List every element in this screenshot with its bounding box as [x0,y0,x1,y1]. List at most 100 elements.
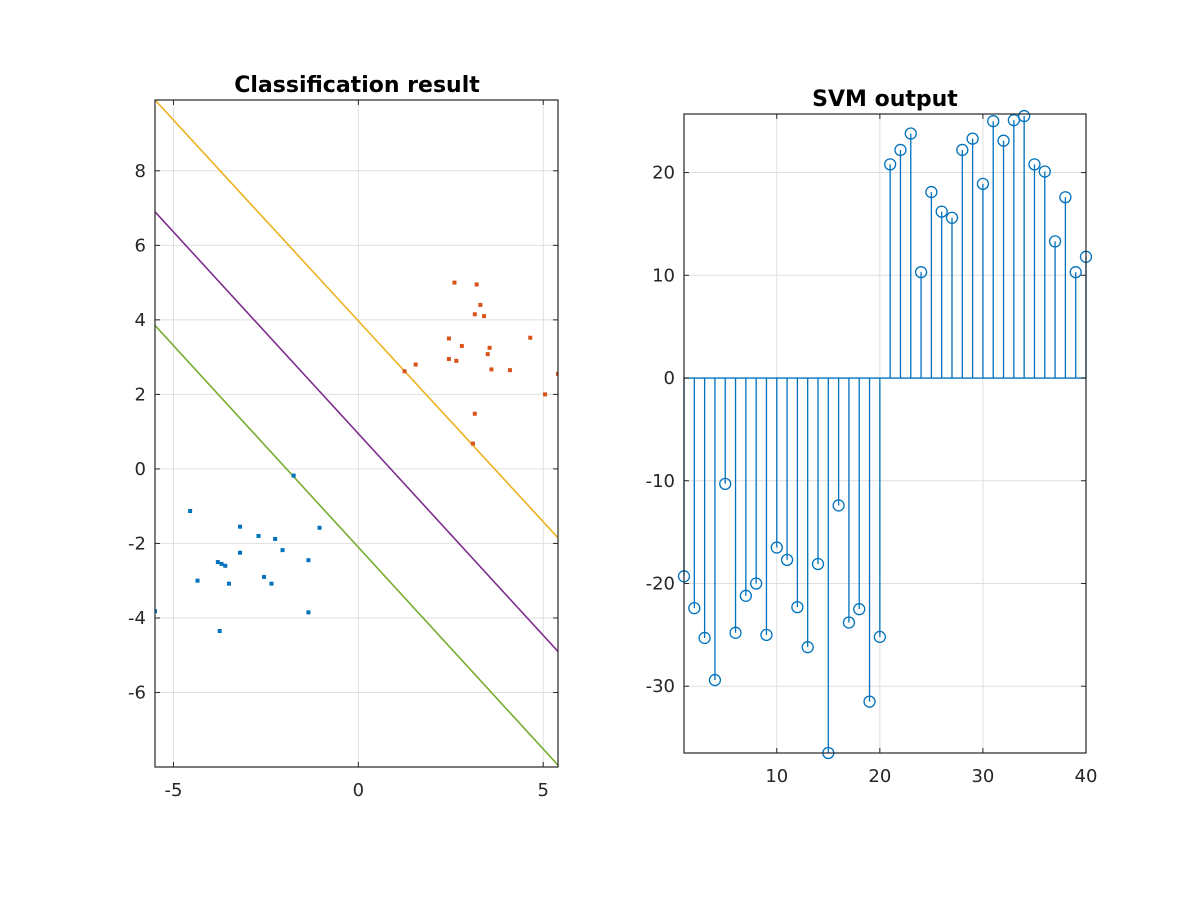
classification-y-tick-label-7: 8 [135,161,146,182]
stem-marker-37 [1048,235,1062,248]
scatter-point-s0-15 [306,558,311,563]
classification-x-tick-label-2: 5 [537,780,548,801]
classification-x-tick-label-1: 0 [353,780,364,801]
classification-plot-area [155,100,558,766]
scatter-point-s1-14 [487,345,492,350]
classification-title: Classification result [234,73,480,98]
scatter-point-s0-1 [195,578,200,583]
stem-marker-9 [760,628,773,642]
stem-marker-4 [708,673,722,687]
stem-marker-32 [997,134,1010,147]
svm-y-tick-label-5: 20 [652,163,675,184]
stem-marker-34 [1018,109,1031,123]
stem-marker-13 [801,641,814,654]
stem-marker-10 [770,541,783,554]
svm-x-tick-label-3: 40 [1075,766,1098,787]
scatter-point-s0-13 [280,548,285,553]
scatter-point-s1-9 [472,312,477,317]
scatter-point-s0-10 [262,574,267,579]
scatter-point-s0-16 [306,610,311,615]
svm-x-tick-label-1: 20 [868,766,891,787]
svm-x-tick-label-0: 10 [765,766,788,787]
classification-y-tick-label-2: -2 [128,533,146,554]
boundary-line-margin-upper [155,100,558,539]
classification-ticks: -5 0 5 -6 -4 -2 0 2 4 6 8 [128,100,558,801]
stem-marker-8 [750,577,763,590]
svm-y-tick-label-2: -10 [646,471,675,492]
scatter-point-s1-7 [470,441,475,446]
classification-y-tick-label-3: 0 [135,459,146,480]
scatter-point-s0-7 [238,524,243,529]
scatter-point-s1-13 [485,352,490,357]
scatter-point-s1-19 [556,371,558,376]
classification-panel: Classification result -5 0 5 -6 -4 -2 0 2 4 6 8 [128,73,559,801]
classification-y-tick-label-6: 6 [135,235,146,256]
classification-y-tick-label-0: -6 [128,682,146,703]
svm-output-plot-area [677,109,1093,760]
svm-y-tick-label-0: -30 [646,676,675,697]
scatter-point-s1-12 [482,314,487,319]
stem-marker-12 [791,600,804,614]
scatter-point-s1-10 [474,282,479,287]
scatter-point-s0-17 [317,525,322,530]
scatter-point-s1-18 [543,392,548,397]
stem-marker-38 [1059,191,1072,204]
stem-marker-21 [884,158,897,171]
scatter-point-s0-8 [238,550,243,555]
scatter-point-s0-3 [215,560,220,565]
svm-output-ticks: 10 20 30 40 -30 -20 -10 0 10 20 [646,114,1098,787]
stem-marker-5 [719,477,732,490]
scatter-point-s1-5 [454,358,459,363]
stem-marker-6 [729,626,742,639]
stem-marker-35 [1028,158,1041,171]
stem-marker-18 [853,603,866,616]
stem-marker-39 [1069,266,1082,279]
svm-x-tick-label-2: 30 [971,766,994,787]
stem-marker-14 [811,557,825,571]
scatter-point-s0-2 [217,628,222,633]
classification-y-tick-label-1: -4 [128,608,146,629]
scatter-point-s1-15 [489,367,494,372]
scatter-point-s1-16 [507,368,512,373]
scatter-point-s0-6 [226,581,231,586]
svm-y-tick-label-1: -20 [646,573,675,594]
stem-marker-27 [945,211,959,224]
stem-marker-11 [780,553,794,567]
scatter-point-s1-6 [459,343,464,348]
stem-marker-24 [914,266,928,279]
stem-marker-3 [698,631,711,645]
scatter-point-s1-0 [402,369,407,374]
svm-output-axes-frame [683,113,1087,754]
svm-output-panel: SVM output 10 20 30 40 -30 -20 -10 0 10 20 [646,87,1098,787]
scatter-point-s0-4 [219,561,224,566]
scatter-point-s1-1 [413,362,418,367]
scatter-point-s1-17 [528,335,533,340]
stem-marker-23 [904,127,917,140]
scatter-point-s1-3 [446,356,451,361]
stem-marker-17 [842,616,856,629]
boundary-line-margin-lower [155,324,558,766]
scatter-point-s0-11 [269,581,274,586]
scatter-point-s1-4 [452,280,457,285]
stem-marker-30 [976,177,990,191]
scatter-point-s0-14 [291,473,296,478]
scatter-point-s0-18 [155,609,157,614]
stem-marker-2 [688,601,701,615]
stem-marker-33 [1007,114,1020,127]
stem-marker-22 [894,143,907,157]
stem-marker-7 [739,589,752,602]
scatter-point-s1-8 [472,411,477,416]
stem-marker-16 [832,499,845,512]
stem-marker-25 [925,185,938,199]
scatter-point-s0-0 [188,509,193,514]
classification-axes-frame [154,99,559,768]
scatter-point-s0-9 [256,533,261,538]
boundary-line-decision [155,211,558,653]
classification-x-tick-label-0: -5 [165,780,183,801]
classification-y-tick-label-5: 4 [135,310,146,331]
stem-marker-36 [1038,165,1051,178]
classification-y-tick-label-4: 2 [135,384,146,405]
scatter-point-s1-2 [446,336,451,341]
stem-marker-28 [956,143,969,157]
